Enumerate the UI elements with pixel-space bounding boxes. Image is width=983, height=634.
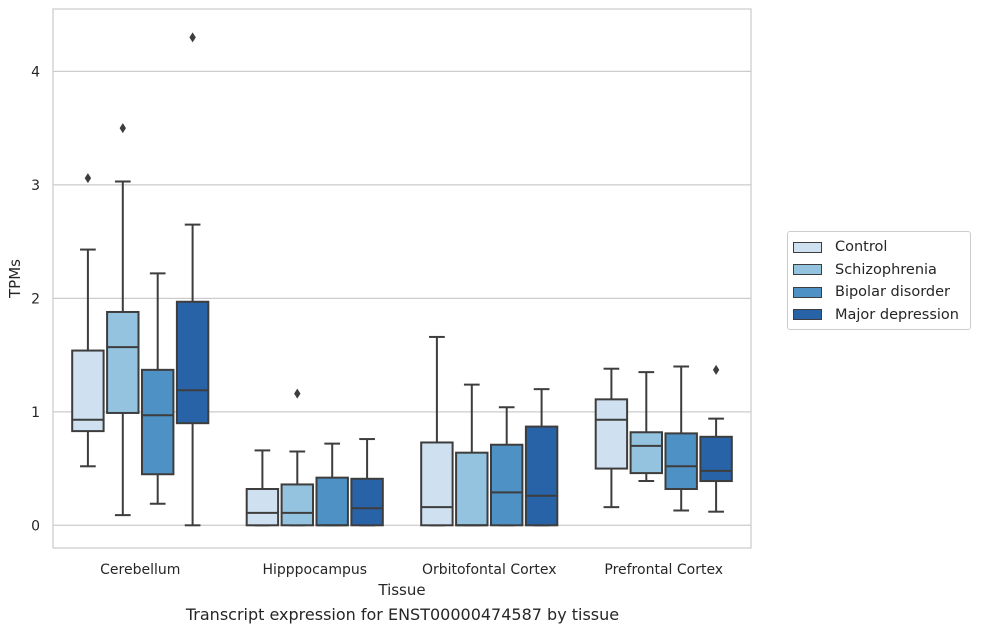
plot-frame bbox=[52, 8, 752, 549]
outlier-point bbox=[119, 123, 126, 134]
box-major-depression bbox=[699, 364, 733, 513]
box-iqr bbox=[699, 435, 733, 483]
box-iqr bbox=[140, 368, 175, 476]
outlier-point bbox=[84, 173, 92, 184]
box-iqr bbox=[71, 349, 105, 433]
box-control bbox=[71, 173, 105, 468]
box-control bbox=[420, 335, 454, 527]
box-major-depression bbox=[524, 388, 559, 527]
box-iqr bbox=[245, 487, 280, 527]
legend-item: Control bbox=[788, 236, 970, 259]
box-iqr bbox=[664, 432, 698, 490]
legend-label: Control bbox=[835, 239, 888, 256]
outlier-point bbox=[712, 364, 720, 375]
y-tick-label: 0 bbox=[31, 518, 40, 534]
legend-item: Major depression bbox=[788, 304, 970, 327]
box-schizophrenia bbox=[280, 388, 315, 527]
y-axis-title: TPMs bbox=[6, 259, 24, 299]
legend-swatch bbox=[793, 309, 822, 321]
box-major-depression bbox=[175, 32, 210, 527]
legend-item: Bipolar disorder bbox=[788, 281, 970, 304]
box-bipolar-disorder bbox=[664, 365, 698, 512]
box-iqr bbox=[106, 310, 140, 414]
box-control bbox=[594, 367, 629, 509]
x-tick-label: Cerebellum bbox=[100, 562, 180, 578]
legend-label: Bipolar disorder bbox=[835, 284, 950, 301]
box-schizophrenia bbox=[629, 371, 664, 483]
box-iqr bbox=[420, 441, 454, 527]
box-iqr bbox=[350, 477, 384, 527]
outlier-point bbox=[294, 388, 301, 399]
y-tick-label: 4 bbox=[31, 64, 40, 80]
box-iqr bbox=[629, 431, 664, 475]
box-bipolar-disorder bbox=[140, 272, 175, 505]
box-iqr bbox=[280, 483, 315, 527]
box-iqr bbox=[455, 451, 489, 527]
x-tick-label: Orbitofontal Cortex bbox=[422, 562, 557, 578]
box-schizophrenia bbox=[106, 123, 140, 517]
legend-item: Schizophrenia bbox=[788, 259, 970, 282]
box-iqr bbox=[524, 425, 559, 527]
box-iqr bbox=[594, 398, 629, 470]
legend-swatch bbox=[793, 264, 822, 276]
x-axis-title: Tissue bbox=[377, 581, 425, 599]
x-tick-label: Prefrontal Cortex bbox=[604, 562, 723, 578]
y-tick-label: 1 bbox=[31, 405, 40, 421]
box-bipolar-disorder bbox=[489, 406, 524, 527]
box-iqr bbox=[175, 300, 210, 425]
box-iqr bbox=[315, 476, 349, 527]
legend-swatch bbox=[793, 241, 822, 253]
tick-labels: 0 1 2 3 4 Cerebellum Hipppocampus Orbitofontal … bbox=[31, 64, 723, 578]
legend: Control Schizophrenia Bipolar disorder Majo… bbox=[787, 231, 971, 330]
chart-caption: Transcript expression for ENST0000047458… bbox=[185, 605, 620, 624]
x-tick-label: Hipppocampus bbox=[262, 562, 367, 578]
box-schizophrenia bbox=[455, 383, 489, 527]
box-bipolar-disorder bbox=[315, 442, 349, 527]
box-iqr bbox=[489, 443, 524, 527]
box-layer bbox=[71, 32, 733, 527]
y-tick-label: 3 bbox=[31, 178, 40, 194]
legend-label: Schizophrenia bbox=[835, 261, 937, 278]
legend-label: Major depression bbox=[835, 306, 959, 323]
legend-swatch bbox=[793, 286, 822, 298]
box-control bbox=[245, 449, 280, 527]
outlier-point bbox=[189, 32, 196, 43]
box-major-depression bbox=[350, 438, 384, 527]
y-tick-label: 2 bbox=[31, 291, 40, 307]
boxplot-chart: 0 1 2 3 4 Cerebellum Hipppocampus Orbitofontal … bbox=[6, 8, 752, 599]
